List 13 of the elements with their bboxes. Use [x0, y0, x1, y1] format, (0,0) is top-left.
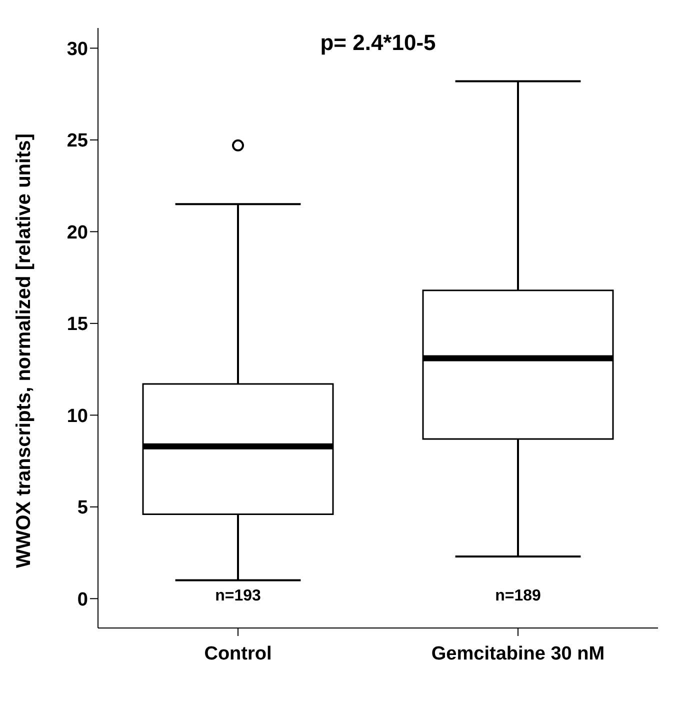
- y-tick-label: 0: [77, 589, 88, 610]
- y-tick-label: 5: [77, 498, 88, 519]
- y-tick-label: 20: [66, 222, 88, 244]
- y-tick-label: 15: [66, 314, 88, 336]
- annotation: n=189: [495, 588, 542, 605]
- annotation: n=193: [215, 588, 262, 605]
- x-tick-label: Gemcitabine 30 nM: [431, 643, 605, 664]
- y-tick-label: 10: [66, 406, 88, 427]
- y-tick-label: 25: [66, 130, 88, 152]
- annotation: p= 2.4*10-5: [320, 30, 436, 55]
- y-tick-label: 30: [66, 38, 88, 60]
- y-axis-title: WWOX transcripts, normalized [relative units]: [13, 133, 36, 568]
- x-tick-label: Control: [204, 643, 272, 664]
